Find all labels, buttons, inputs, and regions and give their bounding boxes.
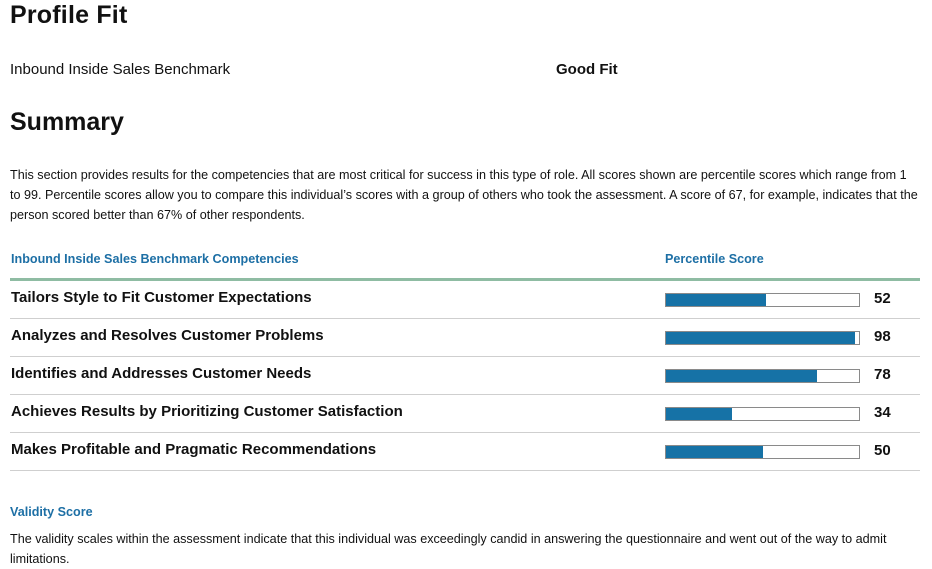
benchmark-fit-row: Inbound Inside Sales Benchmark Good Fit [10,60,922,80]
table-row: Analyzes and Resolves Customer Problems … [10,319,920,357]
competency-name: Tailors Style to Fit Customer Expectatio… [11,289,312,306]
competencies-column-header: Inbound Inside Sales Benchmark Competenc… [11,252,299,266]
percentile-score-column-header: Percentile Score [665,252,764,266]
percentile-bar-fill [666,370,817,382]
percentile-bar-fill [666,446,763,458]
summary-heading: Summary [10,108,124,136]
percentile-bar [665,445,860,459]
percentile-bar-fill [666,332,856,344]
competency-name: Analyzes and Resolves Customer Problems [11,327,324,344]
competency-table: Tailors Style to Fit Customer Expectatio… [10,281,920,471]
table-row: Achieves Results by Prioritizing Custome… [10,395,920,433]
table-row: Tailors Style to Fit Customer Expectatio… [10,281,920,319]
percentile-score: 98 [874,328,891,345]
competency-name: Identifies and Addresses Customer Needs [11,365,312,382]
validity-score-heading: Validity Score [10,505,93,519]
table-row: Identifies and Addresses Customer Needs … [10,357,920,395]
percentile-score: 78 [874,366,891,383]
percentile-score: 50 [874,442,891,459]
competency-name: Achieves Results by Prioritizing Custome… [11,403,403,420]
percentile-bar-fill [666,408,732,420]
page-title: Profile Fit [10,1,128,29]
summary-intro: This section provides results for the co… [10,168,918,222]
percentile-bar-fill [666,294,767,306]
percentile-bar [665,331,860,345]
percentile-bar [665,293,860,307]
competency-name: Makes Profitable and Pragmatic Recommend… [11,441,377,458]
table-row: Makes Profitable and Pragmatic Recommend… [10,433,920,471]
validity-score-text: The validity scales within the assessmen… [10,532,887,566]
percentile-bar [665,407,860,421]
percentile-bar [665,369,860,383]
benchmark-name: Inbound Inside Sales Benchmark [10,61,231,78]
percentile-score: 34 [874,404,891,421]
competency-table-header: Inbound Inside Sales Benchmark Competenc… [10,250,920,281]
percentile-score: 52 [874,290,891,307]
fit-result: Good Fit [556,61,618,78]
